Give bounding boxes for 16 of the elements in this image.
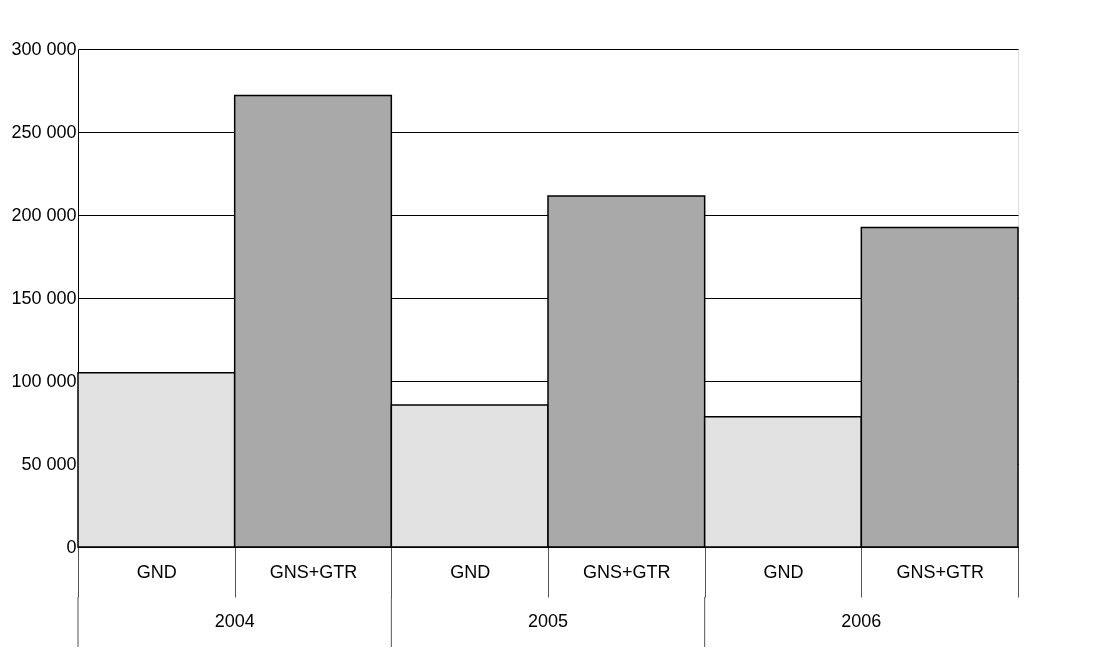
y-tick-label: 50 000 [21,453,77,474]
y-tick-label: 300 000 [11,38,77,59]
x-tick-label: 2006 [841,611,882,631]
text: GNS+GTR [583,561,671,582]
y-tick-label: 150 000 [11,287,77,308]
text: GND [450,561,491,582]
series-label: GND [136,561,177,582]
text: GNS+GTR [896,561,984,582]
text: GND [763,561,804,582]
y-tick-label: 250 000 [11,121,77,142]
x-tick-label: 2005 [527,611,569,631]
series-label: GNS+GTR [269,561,358,582]
y-tick-label: 0 [66,536,77,557]
x-tick-label: 2004 [214,611,255,631]
y-tick-label: 200 000 [11,204,77,225]
y-tick-label: 100 000 [11,370,77,391]
